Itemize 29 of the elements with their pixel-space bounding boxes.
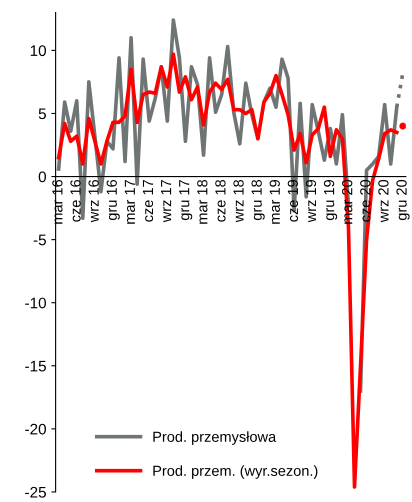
y-tick-label: -25	[25, 486, 46, 498]
x-tick-label: wrz 19	[306, 180, 316, 222]
x-tick-label: wrz 16	[88, 180, 99, 222]
x-tick-label: gru 19	[324, 180, 338, 220]
x-tick-label: mar 17	[124, 180, 136, 224]
legend-label: Prod. przemysłowa	[153, 431, 276, 445]
x-tick-label: mar 19	[270, 180, 280, 224]
y-tick-label: 0	[38, 171, 46, 182]
y-tick-label: -15	[25, 360, 46, 372]
x-tick-label: cze 19	[288, 180, 298, 222]
x-tick-label: cze 17	[142, 180, 154, 222]
x-tick-label: gru 18	[251, 180, 265, 220]
x-tick-label: wrz 18	[233, 180, 244, 222]
x-tick-label: cze 18	[215, 180, 226, 222]
x-tick-label: gru 16	[106, 180, 120, 220]
x-tick-label: gru 17	[179, 180, 192, 220]
x-tick-label: gru 20	[396, 180, 410, 220]
y-tick-label: -10	[25, 298, 46, 308]
x-tick-label: wrz 17	[161, 180, 172, 222]
y-tick-label: 5	[38, 108, 46, 120]
y-tick-label: -20	[25, 424, 46, 435]
y-tick-label: 10	[30, 45, 46, 56]
x-tick-label: cze 16	[70, 180, 81, 222]
x-tick-label: mar 20	[342, 180, 352, 224]
x-tick-label: cze 20	[360, 180, 370, 222]
x-tick-label: mar 18	[197, 180, 208, 224]
y-tick-label: -5	[34, 234, 46, 246]
legend-label: Prod. przem. (wyr.sezon.)	[153, 465, 318, 479]
x-tick-label: wrz 20	[378, 180, 389, 222]
